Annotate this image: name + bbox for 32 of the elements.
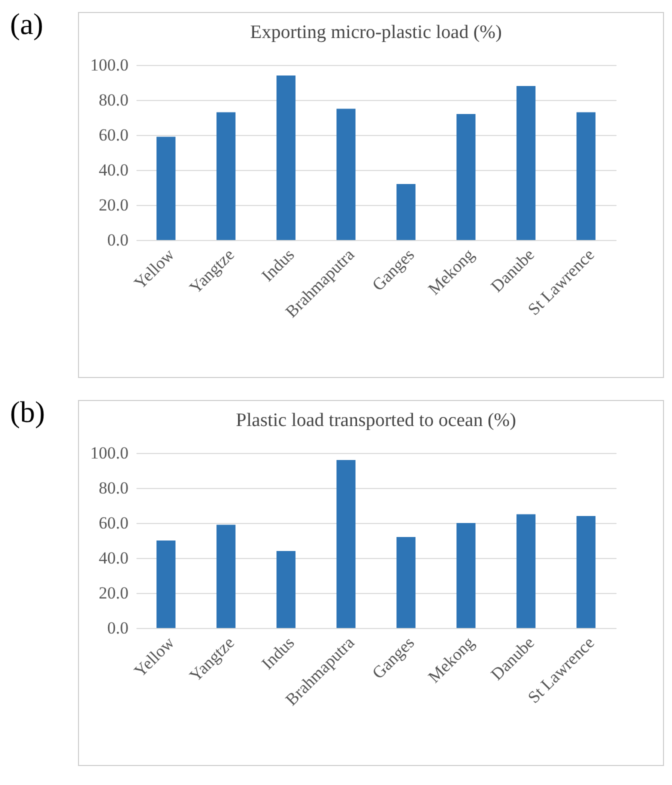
bar (156, 540, 176, 628)
y-tick-label: 60.0 (98, 126, 128, 144)
bar (276, 76, 296, 240)
bar (516, 86, 536, 240)
y-tick-label: 40.0 (98, 160, 128, 180)
bar (216, 112, 236, 240)
bar (576, 516, 596, 628)
y-tick-label: 100.0 (90, 56, 128, 74)
chart-title: Exporting micro-plastic load (%) (250, 22, 502, 43)
bar (336, 108, 356, 240)
bar (276, 551, 296, 628)
bar (336, 460, 356, 628)
bar (576, 112, 596, 240)
y-tick-label: 80.0 (98, 90, 128, 110)
y-tick-label: 100.0 (90, 444, 128, 462)
bar (456, 523, 476, 628)
bar (516, 514, 536, 628)
y-tick-label: 20.0 (98, 196, 128, 214)
y-tick-label: 20.0 (98, 584, 128, 602)
bar (396, 184, 416, 240)
bar (216, 524, 236, 628)
y-tick-label: 40.0 (98, 548, 128, 568)
chart-title: Plastic load transported to ocean (%) (236, 410, 516, 431)
bar (396, 537, 416, 628)
y-tick-label: 0.0 (107, 618, 128, 638)
text: (a) (10, 8, 44, 42)
text: (b) (10, 396, 45, 430)
y-tick-label: 80.0 (98, 478, 128, 498)
bar (156, 136, 176, 240)
y-tick-label: 0.0 (107, 230, 128, 250)
y-tick-label: 60.0 (98, 514, 128, 532)
bar (456, 114, 476, 240)
